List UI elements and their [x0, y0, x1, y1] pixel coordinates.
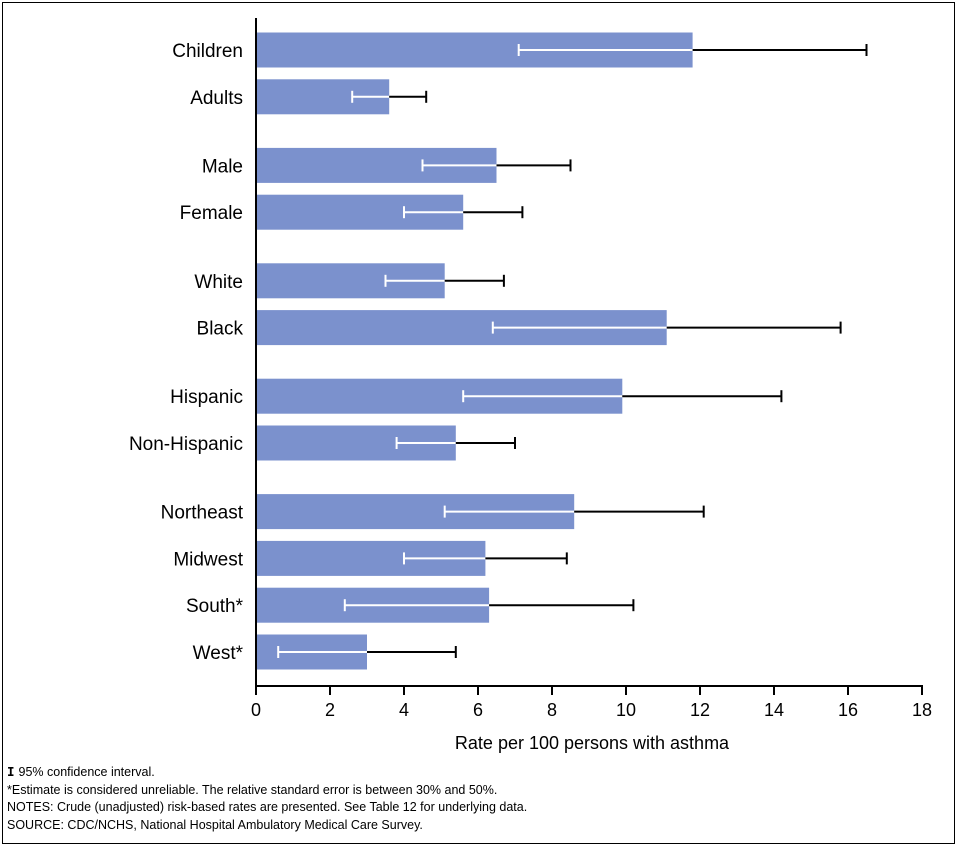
- category-label-non-hispanic: Non-Hispanic: [129, 434, 243, 455]
- unreliable-note: *Estimate is considered unreliable. The …: [7, 782, 498, 797]
- error-bar-white: [384, 274, 505, 287]
- category-label-white: White: [194, 272, 243, 293]
- error-bar-black: [491, 321, 842, 334]
- error-bar-midwest: [403, 552, 568, 565]
- x-tick-label-0: 0: [251, 700, 261, 720]
- error-bar-male: [421, 159, 572, 172]
- confidence-interval-icon: I: [7, 764, 15, 779]
- error-bar-west: [277, 646, 457, 658]
- x-tick-label-2: 2: [325, 700, 335, 720]
- ci-legend: I 95% confidence interval.: [7, 763, 527, 782]
- x-tick-label-12: 12: [690, 700, 710, 720]
- error-bar-children: [517, 44, 868, 56]
- category-label-northeast: Northeast: [161, 503, 244, 524]
- x-tick-label-14: 14: [764, 700, 784, 720]
- source-text: SOURCE: CDC/NCHS, National Hospital Ambu…: [7, 817, 423, 832]
- error-bar-hispanic: [462, 390, 783, 403]
- x-tick-label-4: 4: [399, 700, 409, 720]
- error-bar-northeast: [443, 505, 705, 518]
- category-label-west: West*: [193, 643, 244, 664]
- asthma-rate-bar-chart: 0 2 4 6 8 10 12 14 16 18 Children Adults Male Female…: [129, 18, 932, 753]
- x-tick-label-18: 18: [912, 700, 932, 720]
- category-label-adults: Adults: [190, 88, 243, 109]
- notes-text: NOTES: Crude (unadjusted) risk-based rat…: [7, 800, 528, 814]
- error-bar-female: [403, 206, 524, 219]
- error-bar-non-hispanic: [395, 437, 516, 449]
- confidence-intervals-layer: [277, 44, 868, 658]
- footnotes: I 95% confidence interval. *Estimate is c…: [7, 763, 527, 834]
- x-tick-label-8: 8: [547, 700, 557, 720]
- error-bar-south: [343, 599, 635, 612]
- category-label-male: Male: [202, 156, 243, 177]
- category-label-children: Children: [172, 41, 243, 62]
- category-label-female: Female: [180, 203, 243, 224]
- category-labels-layer: Children Adults Male Female White Black Hispan…: [129, 41, 244, 664]
- ci-legend-text: 95% confidence interval.: [18, 765, 155, 779]
- x-tick-label-10: 10: [616, 700, 636, 720]
- bars-layer: [256, 32, 693, 670]
- category-label-hispanic: Hispanic: [170, 387, 243, 408]
- error-bar-adults: [351, 90, 428, 103]
- category-label-south: South*: [186, 596, 244, 617]
- axes-layer: 0 2 4 6 8 10 12 14 16 18: [251, 18, 932, 720]
- category-label-black: Black: [197, 319, 244, 340]
- x-axis-label: Rate per 100 persons with asthma: [455, 733, 730, 753]
- x-tick-label-6: 6: [473, 700, 483, 720]
- category-label-midwest: Midwest: [173, 549, 243, 570]
- x-tick-label-16: 16: [838, 700, 858, 720]
